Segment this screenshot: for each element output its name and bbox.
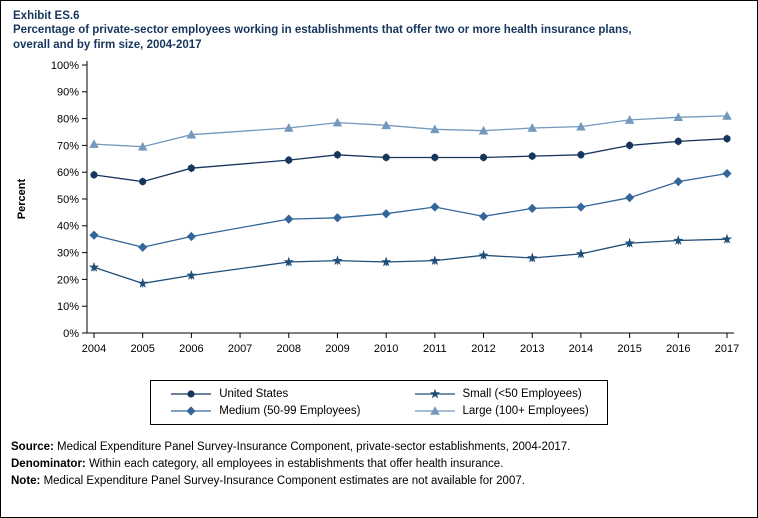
svg-text:30%: 30% <box>57 247 79 259</box>
footnote-denominator-text: Within each category, all employees in e… <box>85 458 504 471</box>
chart-title-line2: overall and by firm size, 2004-2017 <box>13 38 202 51</box>
footnotes: Source: Medical Expenditure Panel Survey… <box>11 439 745 491</box>
footnote-note-label: Note: <box>11 475 41 488</box>
legend-label-large: Large (100+ Employees) <box>462 404 589 417</box>
legend-item-large: Large (100+ Employees) <box>413 404 589 418</box>
line-star-marker-icon <box>413 387 457 401</box>
svg-text:2010: 2010 <box>374 343 398 355</box>
svg-text:2008: 2008 <box>277 343 301 355</box>
legend-label-united-states: United States <box>219 387 289 400</box>
line-diamond-marker-icon <box>169 404 213 418</box>
svg-text:40%: 40% <box>57 221 79 233</box>
svg-text:2011: 2011 <box>423 343 447 355</box>
footnote-denominator: Denominator: Within each category, all e… <box>11 456 745 473</box>
legend-label-small: Small (<50 Employees) <box>462 387 582 400</box>
footnote-note: Note: Medical Expenditure Panel Survey-I… <box>11 473 745 490</box>
line-triangle-marker-icon <box>413 404 457 418</box>
footnote-note-text: Medical Expenditure Panel Survey-Insuran… <box>40 475 525 488</box>
legend-label-medium: Medium (50-99 Employees) <box>219 404 361 417</box>
chart-legend: United States Small (<50 Employees) Medi… <box>150 379 608 425</box>
chart-title: Percentage of private-sector employees w… <box>13 23 743 53</box>
svg-text:2004: 2004 <box>82 343 106 355</box>
svg-text:10%: 10% <box>57 301 79 313</box>
svg-text:2015: 2015 <box>617 343 641 355</box>
svg-text:20%: 20% <box>57 274 79 286</box>
svg-text:100%: 100% <box>51 60 79 72</box>
svg-text:90%: 90% <box>57 87 79 99</box>
chart-header: Exhibit ES.6 Percentage of private-secto… <box>1 1 757 53</box>
svg-text:2009: 2009 <box>325 343 349 355</box>
svg-text:80%: 80% <box>57 113 79 125</box>
svg-text:2006: 2006 <box>179 343 203 355</box>
line-chart: 0% 10% 20% 30% 40% 50% 60% 70% 80% 90% 100% 2004 200… <box>16 60 739 355</box>
footnote-source-text: Medical Expenditure Panel Survey-Insuran… <box>53 440 571 453</box>
svg-text:50%: 50% <box>57 194 79 206</box>
svg-text:60%: 60% <box>57 167 79 179</box>
footnote-source-label: Source: <box>11 440 54 453</box>
svg-text:2012: 2012 <box>471 343 495 355</box>
svg-text:70%: 70% <box>57 140 79 152</box>
svg-text:0%: 0% <box>63 328 79 340</box>
svg-text:2017: 2017 <box>715 343 739 355</box>
svg-text:Percent: Percent <box>16 178 28 219</box>
exhibit-number: Exhibit ES.6 <box>13 10 80 22</box>
legend-item-small: Small (<50 Employees) <box>413 387 589 401</box>
footnote-source: Source: Medical Expenditure Panel Survey… <box>11 439 745 456</box>
svg-text:2013: 2013 <box>520 343 544 355</box>
svg-text:2014: 2014 <box>569 343 593 355</box>
chart-title-line1: Percentage of private-sector employees w… <box>13 24 632 36</box>
svg-text:2016: 2016 <box>666 343 690 355</box>
svg-text:2005: 2005 <box>130 343 154 355</box>
legend-item-united-states: United States <box>169 387 360 401</box>
footnote-denominator-label: Denominator: <box>11 458 86 471</box>
line-circle-marker-icon <box>169 387 213 401</box>
svg-text:2007: 2007 <box>228 343 252 355</box>
legend-item-medium: Medium (50-99 Employees) <box>169 404 361 418</box>
